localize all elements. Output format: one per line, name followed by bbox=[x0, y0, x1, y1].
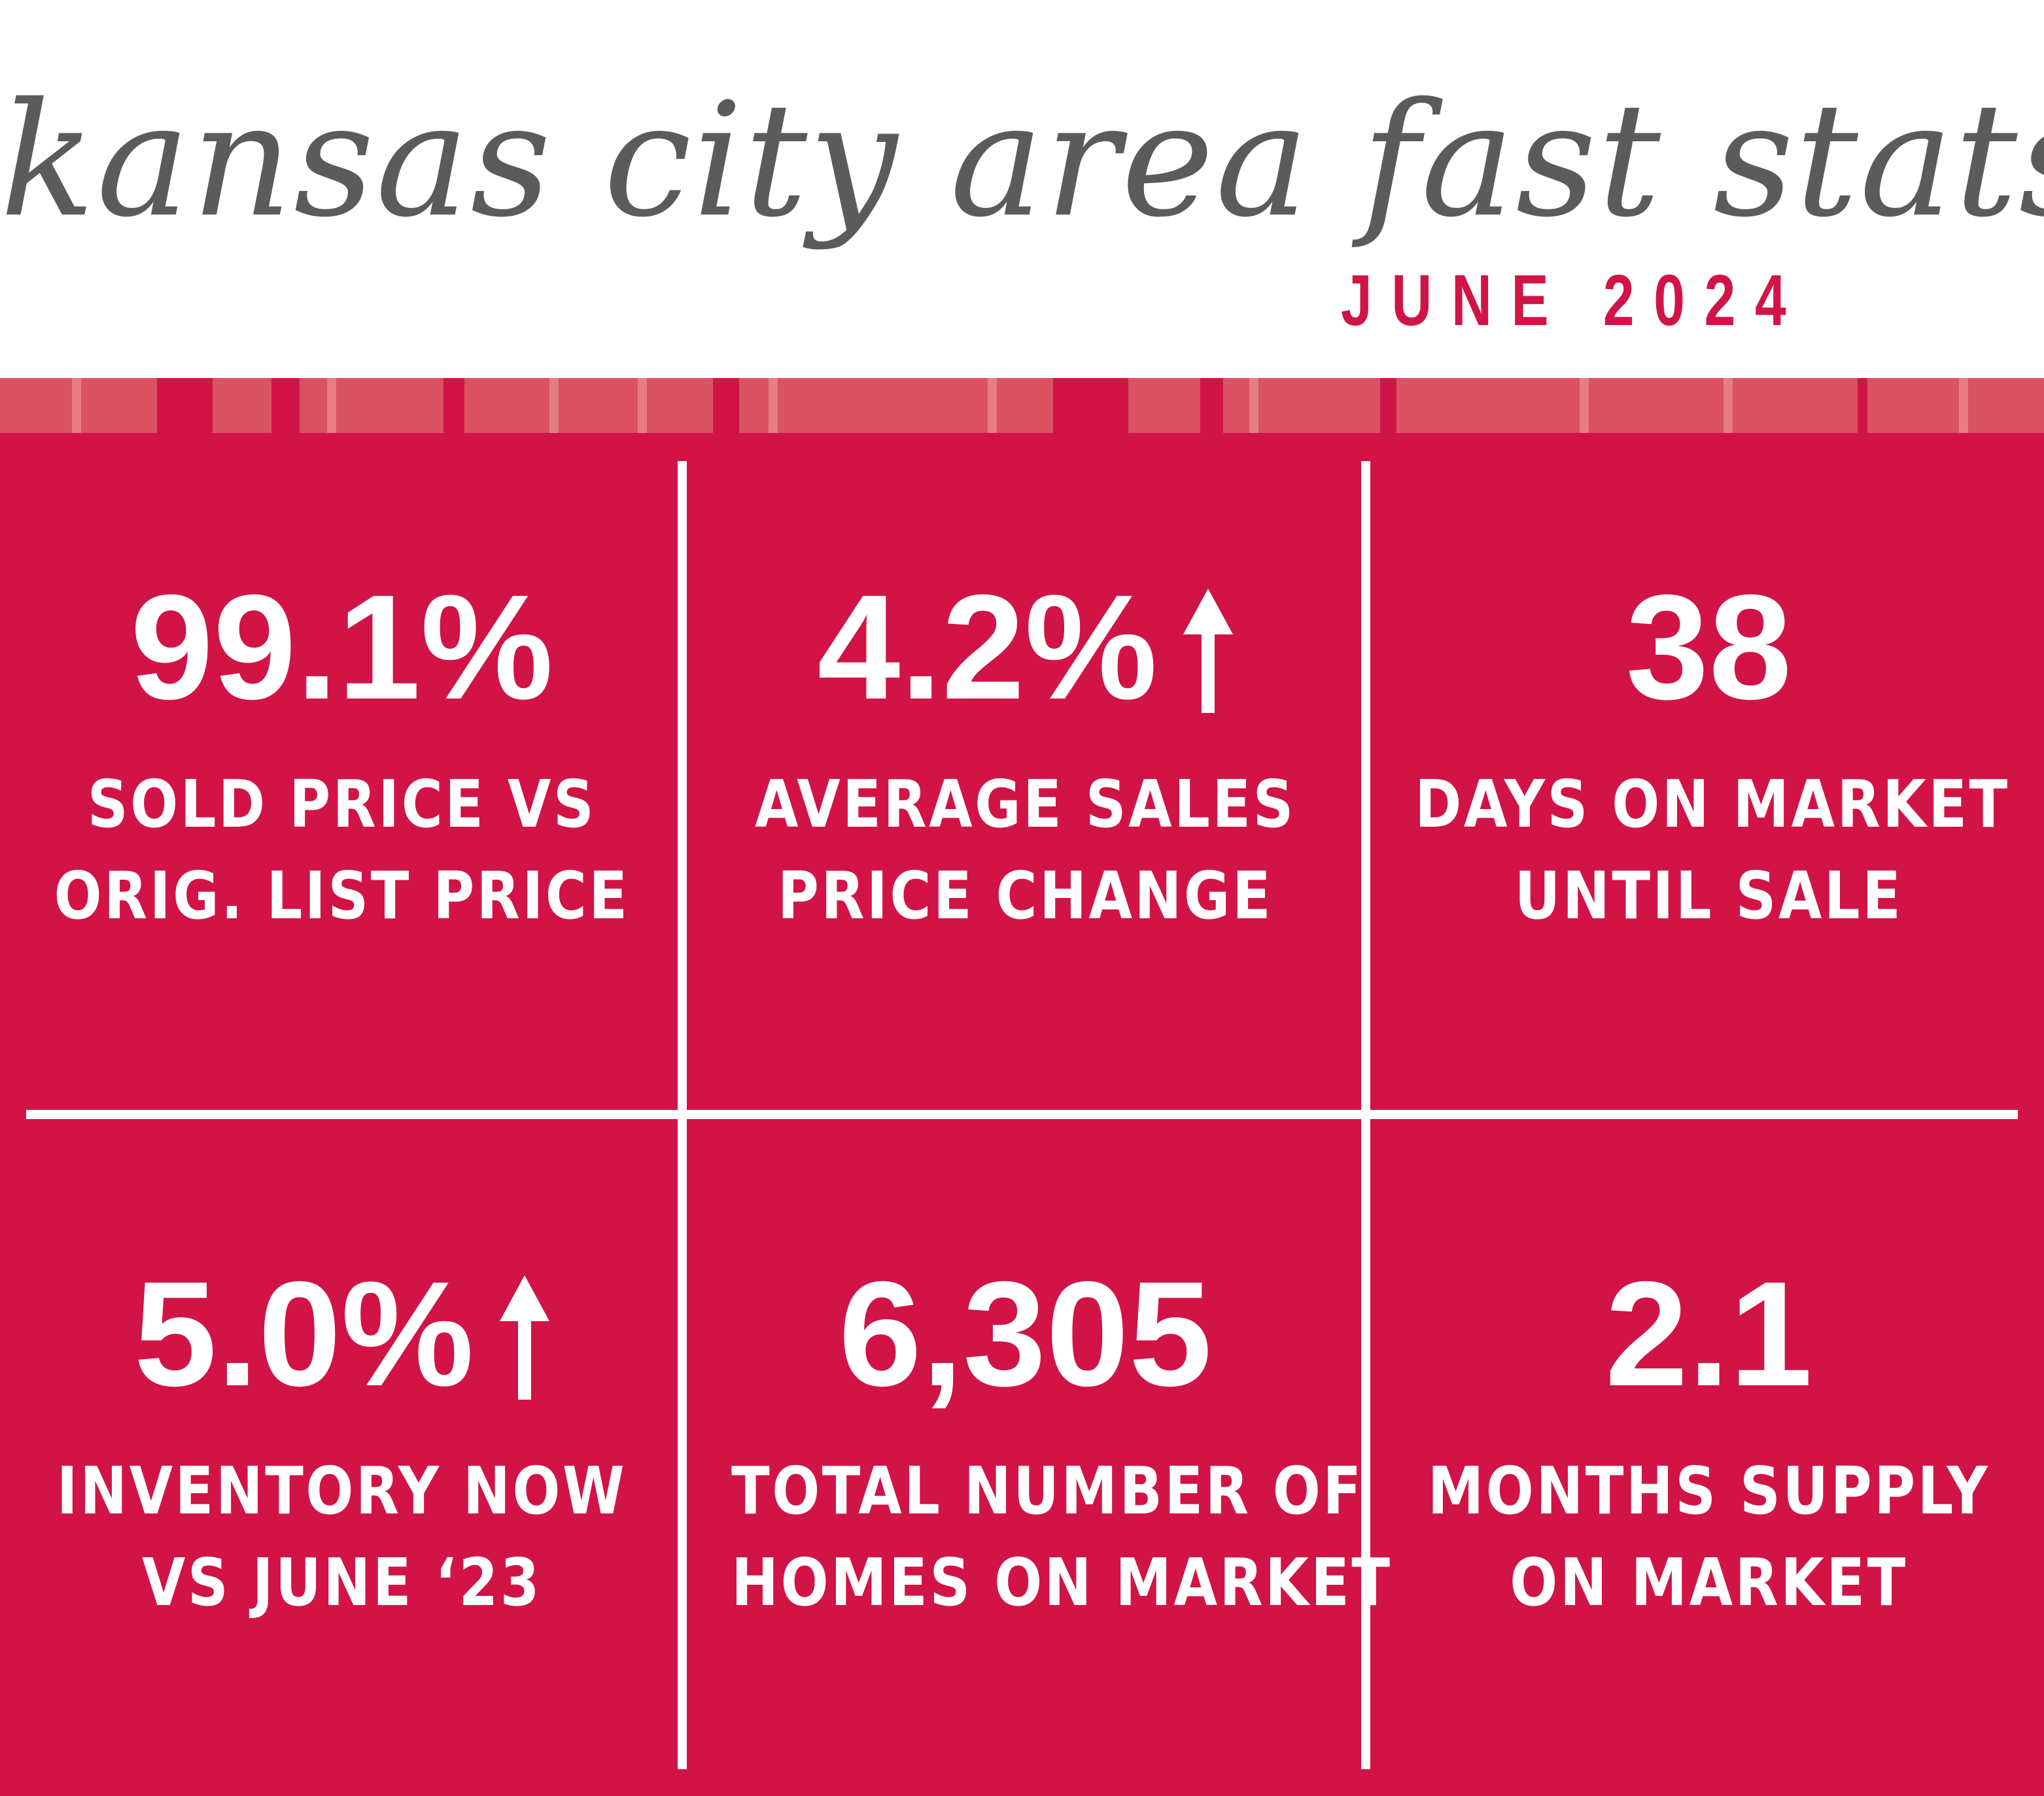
stat-cell-sold-price: 99.1% SOLD PRICE VS ORIG. LIST PRICE bbox=[0, 569, 684, 942]
stat-label-line: SOLD PRICE VS bbox=[87, 766, 597, 842]
stat-label: SOLD PRICE VS ORIG. LIST PRICE bbox=[48, 759, 636, 942]
stripe-tick bbox=[988, 378, 997, 433]
stat-cell-total-homes: 6,305 TOTAL NUMBER OF HOMES ON MARKET bbox=[684, 1251, 1393, 1629]
stat-label-line: UNTIL SALE bbox=[1514, 857, 1903, 934]
page-title: kansas city area fast stats bbox=[0, 69, 2044, 252]
stripe-tick bbox=[327, 378, 336, 433]
arrow-up-icon bbox=[500, 1275, 550, 1400]
stripe-tick bbox=[1959, 378, 1968, 433]
stat-value: 38 bbox=[1625, 564, 1792, 731]
stripe-segment bbox=[464, 378, 713, 433]
stat-cell-days-on-market: 38 DAYS ON MARKET UNTIL SALE bbox=[1367, 569, 2044, 942]
stat-label: AVERAGE SALES PRICE CHANGE bbox=[731, 759, 1319, 942]
stat-value: 4.2% bbox=[817, 564, 1158, 731]
arrow-up-icon bbox=[1183, 589, 1234, 713]
stripe-segment bbox=[1691, 378, 1858, 433]
stripe-segment bbox=[1128, 378, 1200, 433]
stripe-segment bbox=[1223, 378, 1380, 433]
stripe-tick bbox=[1249, 378, 1258, 433]
stat-label-line: MONTHS SUPPLY bbox=[1427, 1453, 1990, 1529]
stat-label: INVENTORY NOW VS JUNE ‘23 bbox=[48, 1445, 636, 1629]
stat-value: 99.1% bbox=[130, 564, 553, 731]
stripe-tick bbox=[1724, 378, 1733, 433]
stat-label: DAYS ON MARKET UNTIL SALE bbox=[1415, 759, 2010, 942]
stripe-segment bbox=[739, 378, 1053, 433]
stat-label-line: TOTAL NUMBER OF bbox=[731, 1453, 1364, 1529]
stat-label-line: INVENTORY NOW bbox=[56, 1453, 627, 1529]
stripe-tick bbox=[769, 378, 778, 433]
stat-label-line: ORIG. LIST PRICE bbox=[54, 857, 630, 934]
stat-cell-inventory: 5.0% INVENTORY NOW VS JUNE ‘23 bbox=[0, 1256, 684, 1629]
stat-label-line: DAYS ON MARKET bbox=[1415, 766, 2010, 842]
header: kansas city area fast stats JUNE 2024 bbox=[0, 0, 2044, 378]
grid-divider-horizontal bbox=[26, 1110, 2018, 1119]
stat-value: 6,305 bbox=[839, 1251, 1212, 1417]
stat-label-line: HOMES ON MARKET bbox=[731, 1544, 1393, 1621]
decorative-stripe-band bbox=[0, 378, 2044, 433]
stat-label-line: AVERAGE SALES bbox=[755, 766, 1296, 842]
stripe-tick bbox=[638, 378, 647, 433]
stripe-segment bbox=[213, 378, 271, 433]
stat-value: 2.1 bbox=[1605, 1251, 1812, 1417]
page-subtitle: JUNE 2024 bbox=[1341, 260, 1806, 341]
stat-label-line: VS JUNE ‘23 bbox=[141, 1544, 542, 1621]
stat-label-line: PRICE CHANGE bbox=[777, 857, 1273, 934]
stripe-tick bbox=[1580, 378, 1589, 433]
stat-label-line: ON MARKET bbox=[1510, 1544, 1908, 1621]
stat-label: MONTHS SUPPLY ON MARKET bbox=[1415, 1445, 2003, 1629]
stat-value: 5.0% bbox=[133, 1251, 474, 1417]
stat-label: TOTAL NUMBER OF HOMES ON MARKET bbox=[731, 1445, 1393, 1629]
stripe-segment bbox=[1396, 378, 1697, 433]
stat-cell-average-sales-price: 4.2% AVERAGE SALES PRICE CHANGE bbox=[684, 569, 1367, 942]
stripe-tick bbox=[72, 378, 81, 433]
stripe-segment bbox=[1867, 378, 2044, 433]
stat-cell-months-supply: 2.1 MONTHS SUPPLY ON MARKET bbox=[1367, 1256, 2044, 1629]
stripe-tick bbox=[549, 378, 559, 433]
stripe-segment bbox=[300, 378, 443, 433]
